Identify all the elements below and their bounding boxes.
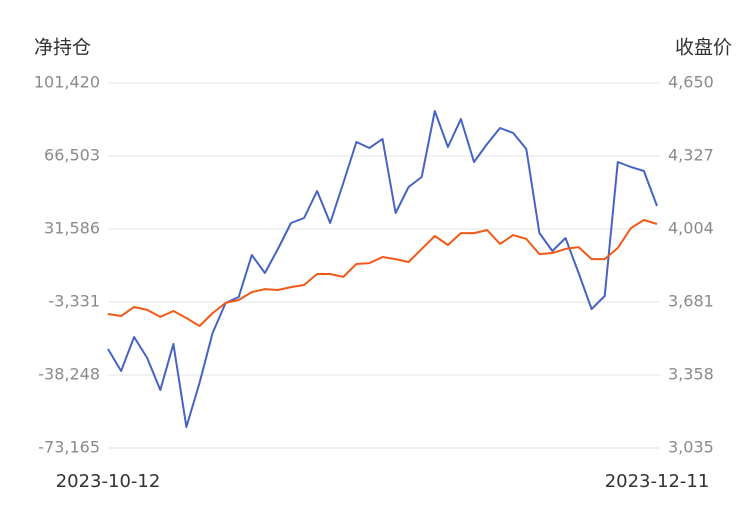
x-tick-label: 2023-12-11 — [605, 471, 710, 492]
y2-axis-title: 收盘价 — [675, 37, 732, 59]
y2-tick-label: 3,035 — [668, 438, 714, 457]
y-tick-label: 66,503 — [44, 146, 100, 165]
y-tick-label: 31,586 — [44, 219, 100, 238]
y-tick-label: -38,248 — [38, 365, 100, 384]
y2-tick-label: 4,327 — [668, 146, 714, 165]
y-axis-title: 净持仓 — [34, 37, 91, 59]
series-line — [107, 110, 658, 428]
y-tick-label: -3,331 — [48, 292, 100, 311]
y-tick-label: -73,165 — [38, 438, 100, 457]
y2-tick-label: 4,650 — [668, 73, 714, 92]
y2-tick-label: 3,681 — [668, 292, 714, 311]
series-line — [107, 219, 658, 327]
y2-tick-label: 3,358 — [668, 365, 714, 384]
y2-tick-label: 4,004 — [668, 219, 714, 238]
x-tick-label: 2023-10-12 — [56, 471, 161, 492]
y-tick-label: 101,420 — [34, 73, 100, 92]
